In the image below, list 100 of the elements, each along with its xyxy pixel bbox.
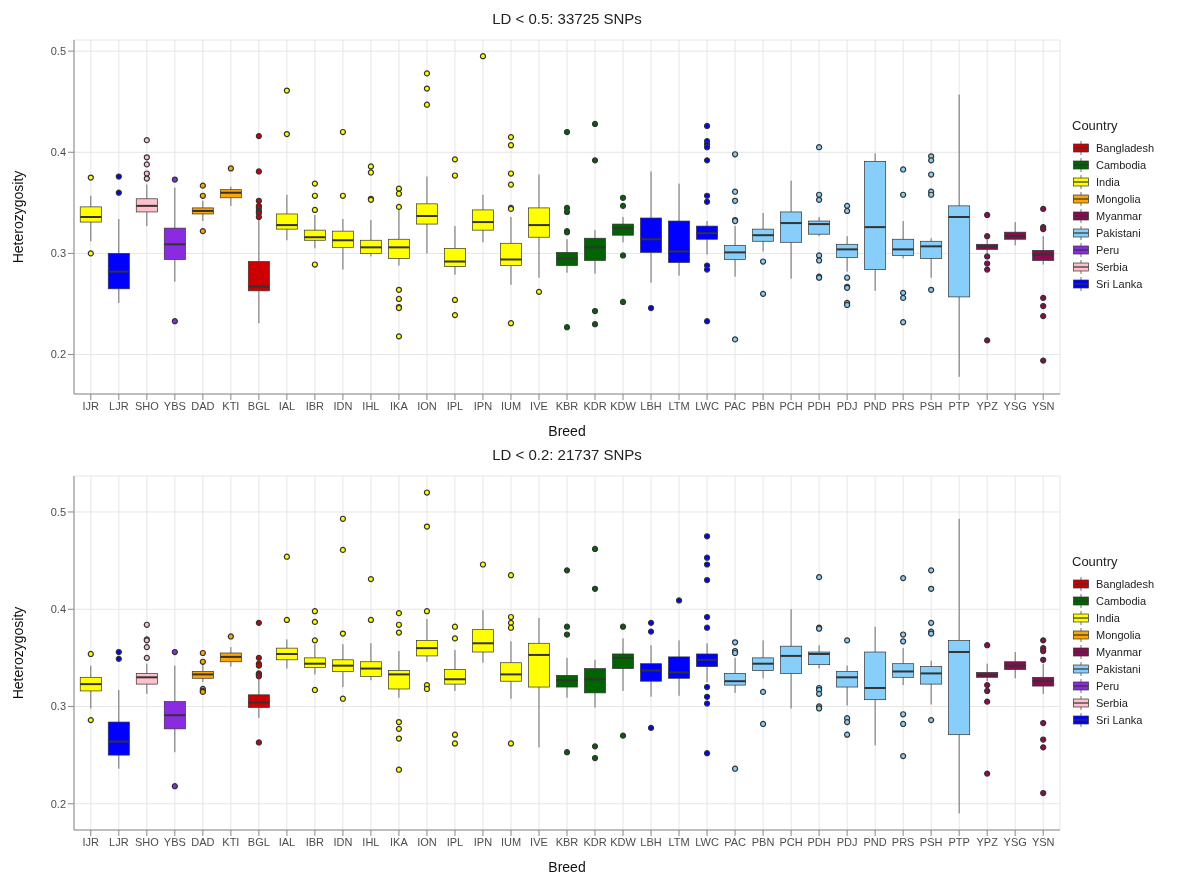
x-tick-label: IVE: [530, 399, 548, 412]
x-tick-label: PDJ: [836, 835, 858, 848]
x-tick-label: IKA: [390, 835, 409, 848]
y-tick-label: 0.4: [50, 603, 66, 616]
legend-label: Bangladesh: [1096, 141, 1155, 154]
legend-label: Myanmar: [1096, 209, 1142, 222]
x-tick-label: KDW: [610, 399, 637, 412]
x-tick-label: PRS: [891, 835, 915, 848]
x-axis-title: Breed: [548, 859, 586, 875]
y-tick-label: 0.2: [50, 348, 66, 361]
x-tick-label: KDW: [610, 835, 637, 848]
legend-label: India: [1096, 175, 1120, 188]
legend-label: Bangladesh: [1096, 577, 1155, 590]
y-tick-label: 0.3: [50, 247, 66, 260]
x-tick-label: PCH: [779, 835, 803, 848]
x-tick-label: PBN: [751, 835, 775, 848]
x-tick-label: PCH: [779, 399, 803, 412]
x-tick-label: IPN: [473, 835, 493, 848]
x-tick-label: LBH: [640, 835, 662, 848]
legend-label: Cambodia: [1096, 158, 1147, 171]
x-tick-label: LTM: [668, 835, 690, 848]
x-tick-label: IHL: [362, 835, 380, 848]
x-tick-label: LJR: [109, 399, 129, 412]
x-tick-label: YPZ: [976, 399, 999, 412]
x-tick-label: KDR: [583, 835, 607, 848]
x-tick-label: PDH: [807, 835, 831, 848]
x-tick-label: DAD: [191, 399, 215, 412]
y-tick-label: 0.5: [50, 45, 66, 58]
chart-title: LD < 0.2: 21737 SNPs: [491, 446, 643, 463]
chart-title: LD < 0.5: 33725 SNPs: [491, 10, 643, 27]
legend-label: Mongolia: [1096, 192, 1141, 205]
x-tick-label: YBS: [163, 399, 186, 412]
x-tick-label: YBS: [163, 835, 186, 848]
x-tick-label: PBN: [751, 399, 775, 412]
x-tick-label: IJR: [82, 399, 100, 412]
legend-label: Pakistani: [1096, 662, 1141, 675]
legend-label: Cambodia: [1096, 594, 1147, 607]
x-tick-label: IAL: [278, 835, 296, 848]
x-tick-label: PDH: [807, 399, 831, 412]
x-tick-label: IPL: [446, 399, 464, 412]
legend-label: Myanmar: [1096, 645, 1142, 658]
x-tick-label: SHO: [134, 835, 160, 848]
x-tick-label: IPN: [473, 399, 493, 412]
x-tick-label: PND: [863, 399, 887, 412]
x-tick-label: IPL: [446, 835, 464, 848]
x-tick-label: IAL: [278, 399, 296, 412]
x-tick-label: PAC: [724, 835, 747, 848]
legend-title: Country: [1072, 118, 1119, 133]
x-tick-label: KTI: [222, 399, 240, 412]
x-axis-title: Breed: [548, 423, 586, 439]
x-tick-label: YPZ: [976, 835, 999, 848]
y-tick-label: 0.5: [50, 505, 66, 518]
y-axis-title: Heterozygosity: [9, 606, 26, 700]
x-tick-label: KTI: [222, 835, 240, 848]
x-tick-label: BGL: [247, 835, 270, 848]
x-tick-label: PTP: [948, 399, 970, 412]
x-tick-label: IBR: [305, 835, 325, 848]
x-tick-label: PTP: [948, 835, 970, 848]
x-tick-label: PDJ: [836, 399, 858, 412]
x-tick-label: YSN: [1031, 835, 1055, 848]
legend-label: Serbia: [1096, 696, 1128, 709]
x-tick-label: LWC: [695, 835, 719, 848]
x-tick-label: KDR: [583, 399, 607, 412]
legend-label: Sri Lanka: [1096, 277, 1143, 290]
x-tick-label: IDN: [333, 835, 353, 848]
x-tick-label: LBH: [640, 399, 662, 412]
x-tick-label: LTM: [668, 399, 690, 412]
x-tick-label: YSN: [1031, 399, 1055, 412]
x-tick-label: ION: [417, 399, 437, 412]
y-tick-label: 0.4: [50, 146, 66, 159]
legend-label: Mongolia: [1096, 628, 1141, 641]
x-tick-label: IVE: [530, 835, 548, 848]
legend-label: Peru: [1096, 679, 1120, 692]
x-tick-label: PAC: [724, 399, 747, 412]
x-tick-label: PSH: [919, 835, 943, 848]
x-tick-label: BGL: [247, 399, 270, 412]
x-tick-label: IJR: [82, 835, 100, 848]
x-tick-label: LJR: [109, 835, 129, 848]
x-tick-label: PSH: [919, 399, 943, 412]
legend-label: India: [1096, 611, 1120, 624]
x-tick-label: IKA: [390, 399, 409, 412]
x-tick-label: SHO: [134, 399, 160, 412]
x-tick-label: IHL: [362, 399, 380, 412]
x-tick-label: IBR: [305, 399, 325, 412]
x-tick-label: DAD: [191, 835, 215, 848]
x-tick-label: PND: [863, 835, 887, 848]
x-tick-label: YSG: [1003, 399, 1027, 412]
y-tick-label: 0.2: [50, 797, 66, 810]
x-tick-label: KBR: [555, 835, 579, 848]
x-tick-label: KBR: [555, 399, 579, 412]
x-tick-label: IUM: [500, 399, 522, 412]
x-tick-label: PRS: [891, 399, 915, 412]
x-tick-label: IUM: [500, 835, 522, 848]
y-tick-label: 0.3: [50, 700, 66, 713]
legend-label: Pakistani: [1096, 226, 1141, 239]
x-tick-label: YSG: [1003, 835, 1027, 848]
legend-title: Country: [1072, 554, 1119, 569]
legend-label: Sri Lanka: [1096, 713, 1143, 726]
x-tick-label: ION: [417, 835, 437, 848]
y-axis-title: Heterozygosity: [9, 170, 26, 264]
